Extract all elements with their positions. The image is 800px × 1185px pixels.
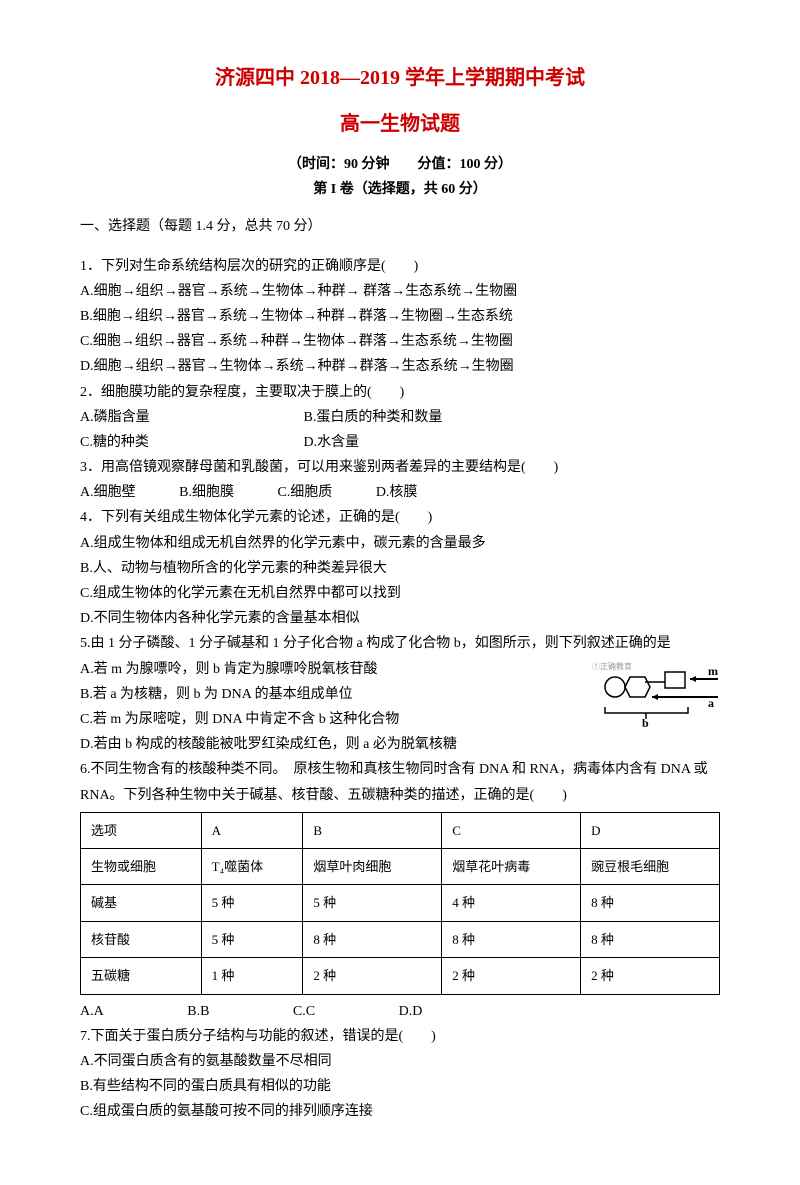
cell: A	[201, 812, 303, 848]
q6-opts: A.A B.B C.C D.D	[80, 999, 720, 1024]
cell: 8 种	[581, 885, 720, 921]
cell: T₄噬菌体	[201, 849, 303, 885]
q1-opt-c: C.细胞→组织→器官→系统→种群→生物体→群落→生态系统→生物圈	[80, 329, 720, 354]
table-row: 碱基 5 种 5 种 4 种 8 种	[81, 885, 720, 921]
cell: 2 种	[581, 958, 720, 994]
exam-title-line1: 济源四中 2018—2019 学年上学期期中考试	[80, 60, 720, 96]
q4-opt-a: A.组成生物体和组成无机自然界的化学元素中，碳元素的含量最多	[80, 531, 720, 556]
q5-diagram: ①正确教育 m a b	[590, 657, 720, 736]
cell: 5 种	[303, 885, 442, 921]
exam-part-label: 第 I 卷（选择题，共 60 分）	[80, 177, 720, 202]
q6-opt-c: C.C	[293, 999, 315, 1024]
cell: C	[442, 812, 581, 848]
q5-opt-d: D.若由 b 构成的核酸能被吡罗红染成红色，则 a 必为脱氧核糖	[80, 732, 720, 757]
cell: 生物或细胞	[81, 849, 202, 885]
cell: 五碳糖	[81, 958, 202, 994]
cell: B	[303, 812, 442, 848]
q2-opts-row2: C.糖的种类 D.水含量	[80, 430, 720, 455]
q3-opt-c: C.细胞质	[277, 480, 332, 505]
section-1-heading: 一、选择题（每题 1.4 分，总共 70 分）	[80, 214, 720, 239]
q7-stem: 7.下面关于蛋白质分子结构与功能的叙述，错误的是( )	[80, 1024, 720, 1049]
q4-stem: 4．下列有关组成生物体化学元素的论述，正确的是( )	[80, 505, 720, 530]
q2-opt-a: A.磷脂含量	[80, 405, 300, 430]
watermark-text: ①正确教育	[592, 661, 632, 671]
table-row: 选项 A B C D	[81, 812, 720, 848]
q2-stem: 2．细胞膜功能的复杂程度，主要取决于膜上的( )	[80, 380, 720, 405]
cell: 烟草花叶病毒	[442, 849, 581, 885]
q1-stem: 1．下列对生命系统结构层次的研究的正确顺序是( )	[80, 254, 720, 279]
q3-stem: 3．用高倍镜观察酵母菌和乳酸菌，可以用来鉴别两者差异的主要结构是( )	[80, 455, 720, 480]
table-row: 生物或细胞 T₄噬菌体 烟草叶肉细胞 烟草花叶病毒 豌豆根毛细胞	[81, 849, 720, 885]
exam-title-line2: 高一生物试题	[80, 106, 720, 142]
q7-opt-c: C.组成蛋白质的氨基酸可按不同的排列顺序连接	[80, 1099, 720, 1124]
cell: 2 种	[442, 958, 581, 994]
q1-opt-d: D.细胞→组织→器官→生物体→系统→种群→群落→生态系统→生物圈	[80, 354, 720, 379]
q5-stem: 5.由 1 分子磷酸、1 分子碱基和 1 分子化合物 a 构成了化合物 b，如图…	[80, 631, 720, 656]
cell: 4 种	[442, 885, 581, 921]
q5-label-m: m	[708, 664, 718, 678]
q3-opt-d: D.核膜	[376, 480, 418, 505]
cell: 2 种	[303, 958, 442, 994]
q4-opt-b: B.人、动物与植物所含的化学元素的种类差异很大	[80, 556, 720, 581]
q3-opt-a: A.细胞壁	[80, 480, 136, 505]
cell: 选项	[81, 812, 202, 848]
cell: D	[581, 812, 720, 848]
cell: 烟草叶肉细胞	[303, 849, 442, 885]
q5-label-a: a	[708, 696, 714, 710]
table-row: 五碳糖 1 种 2 种 2 种 2 种	[81, 958, 720, 994]
table-row: 核苷酸 5 种 8 种 8 种 8 种	[81, 921, 720, 957]
q7-opt-b: B.有些结构不同的蛋白质具有相似的功能	[80, 1074, 720, 1099]
q4-opt-d: D.不同生物体内各种化学元素的含量基本相似	[80, 606, 720, 631]
cell: 8 种	[581, 921, 720, 957]
q2-opt-d: D.水含量	[304, 435, 360, 450]
q2-opt-b: B.蛋白质的种类和数量	[304, 410, 443, 425]
cell: 8 种	[303, 921, 442, 957]
q5-label-b: b	[642, 716, 649, 727]
cell: 豌豆根毛细胞	[581, 849, 720, 885]
cell: 8 种	[442, 921, 581, 957]
cell: 5 种	[201, 885, 303, 921]
q3-opts: A.细胞壁 B.细胞膜 C.细胞质 D.核膜	[80, 480, 720, 505]
cell: 1 种	[201, 958, 303, 994]
cell: 碱基	[81, 885, 202, 921]
cell: 核苷酸	[81, 921, 202, 957]
q4-opt-c: C.组成生物体的化学元素在无机自然界中都可以找到	[80, 581, 720, 606]
cell: 5 种	[201, 921, 303, 957]
exam-meta-time-score: （时间：90 分钟 分值：100 分）	[80, 152, 720, 177]
q6-opt-a: A.A	[80, 999, 104, 1024]
q1-opt-a: A.细胞→组织→器官→系统→生物体→种群→ 群落→生态系统→生物圈	[80, 279, 720, 304]
q3-opt-b: B.细胞膜	[179, 480, 234, 505]
q1-opt-b: B.细胞→组织→器官→系统→生物体→种群→群落→生物圈→生态系统	[80, 304, 720, 329]
q2-opt-c: C.糖的种类	[80, 430, 300, 455]
q6-stem: 6.不同生物含有的核酸种类不同。 原核生物和真核生物同时含有 DNA 和 RNA…	[80, 757, 720, 807]
q7-opt-a: A.不同蛋白质含有的氨基酸数量不尽相同	[80, 1049, 720, 1074]
q2-opts-row1: A.磷脂含量 B.蛋白质的种类和数量	[80, 405, 720, 430]
q6-table: 选项 A B C D 生物或细胞 T₄噬菌体 烟草叶肉细胞 烟草花叶病毒 豌豆根…	[80, 812, 720, 995]
q6-opt-d: D.D	[399, 999, 423, 1024]
q6-opt-b: B.B	[187, 999, 209, 1024]
